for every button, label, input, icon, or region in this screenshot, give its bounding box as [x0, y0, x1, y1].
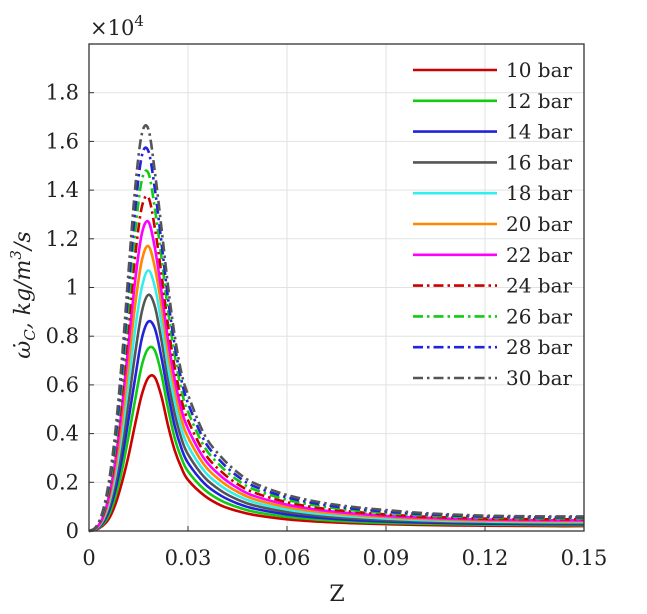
y-title-sup: 3: [7, 250, 25, 260]
y-tick-label: 1.8: [46, 81, 79, 105]
y-tick-label: 1.2: [46, 227, 79, 251]
x-tick-label: 0.12: [462, 546, 509, 570]
y-tick-label: 1.6: [46, 129, 79, 153]
y-title-sub: C: [21, 329, 39, 341]
x-tick-label: 0.09: [363, 546, 410, 570]
series-line-30-bar: [88, 124, 585, 533]
y-tick-label: 1: [66, 276, 79, 300]
y-exponent-base: ×10: [90, 16, 134, 40]
legend-label: 20 bar: [506, 212, 573, 236]
x-tick-label: 0.03: [165, 546, 212, 570]
y-tick-label: 0: [66, 519, 79, 543]
legend-label: 28 bar: [506, 335, 573, 359]
y-title-omega: ω̇: [11, 341, 36, 359]
legend-label: 14 bar: [506, 120, 573, 144]
legend-label: 22 bar: [506, 243, 573, 267]
legend-label: 18 bar: [506, 181, 573, 205]
series-group: [88, 124, 585, 533]
y-tick-label: 0.6: [46, 373, 79, 397]
legend-label: 30 bar: [506, 366, 573, 390]
legend-label: 26 bar: [506, 304, 573, 328]
legend-label: 12 bar: [506, 89, 573, 113]
y-tick-label: 0.4: [46, 422, 79, 446]
x-tick-label: 0.15: [561, 546, 608, 570]
legend-label: 10 bar: [506, 58, 573, 82]
y-tick-label: 1.4: [46, 178, 79, 202]
y-tick-label: 0.8: [46, 324, 79, 348]
x-tick-label: 0.06: [264, 546, 311, 570]
legend-label: 24 bar: [506, 274, 573, 298]
y-axis-title: ω̇C, kg/m3/s: [7, 231, 39, 358]
y-title-tail: /s: [11, 231, 36, 252]
y-exponent-label: ×104: [90, 12, 144, 40]
y-exponent-power: 4: [134, 12, 144, 30]
x-axis-title: Z: [329, 582, 344, 607]
x-tick-label: 0: [82, 546, 95, 570]
legend-label: 16 bar: [506, 150, 573, 174]
y-tick-label: 0.2: [46, 470, 79, 494]
legend: 10 bar 12 bar 14 bar 16 bar 18 bar 20 bar 22 b…: [413, 58, 573, 390]
y-title-rest: , kg/m: [11, 260, 36, 330]
axis-ticks: 0 0.03 0.06 0.09 0.12 0.15 0 0.2 0.4 0.6 0.8 1 1.2 1.…: [46, 81, 608, 570]
